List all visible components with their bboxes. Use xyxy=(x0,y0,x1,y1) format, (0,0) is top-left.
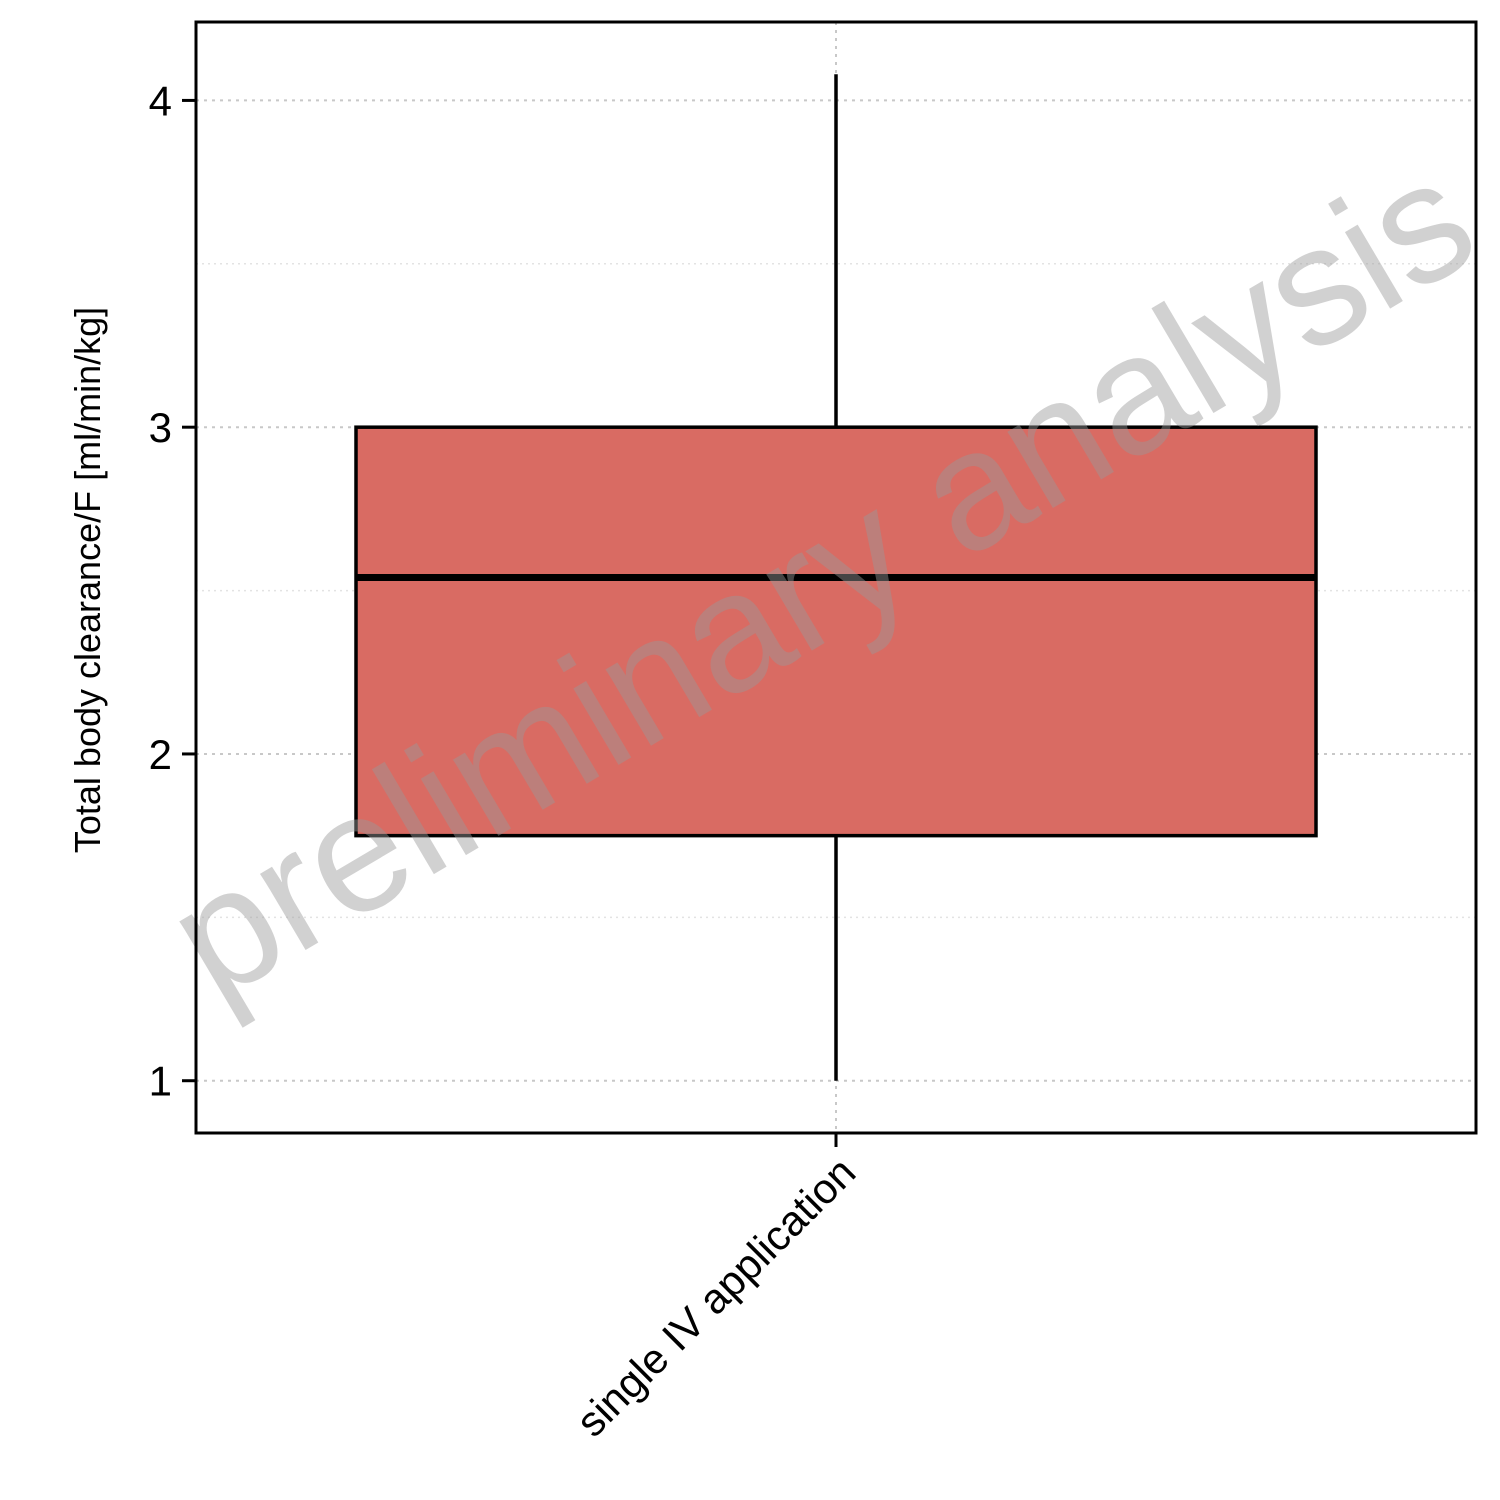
y-tick-label-2: 3 xyxy=(149,404,172,451)
y-tick-label-0: 1 xyxy=(149,1058,172,1105)
y-tick-label-3: 4 xyxy=(149,77,172,124)
y-tick-label-1: 2 xyxy=(149,731,172,778)
x-tick-label-0: single IV application xyxy=(567,1148,864,1445)
box-layer xyxy=(354,74,1318,1081)
box-0 xyxy=(354,425,1318,838)
y-axis-title: Total body clearance/F [ml/min/kg] xyxy=(67,307,108,853)
